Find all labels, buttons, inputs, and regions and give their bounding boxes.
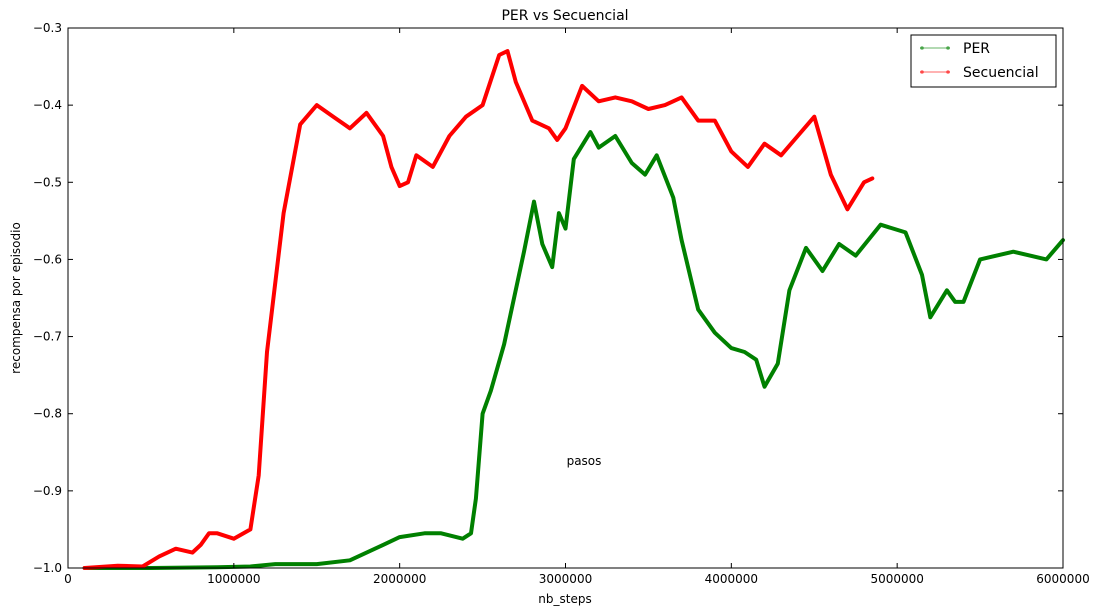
y-tick-label: −0.9 bbox=[33, 484, 62, 498]
y-tick-label: −0.6 bbox=[33, 252, 62, 266]
legend-marker-per-1 bbox=[920, 46, 924, 50]
chart-title: PER vs Secuencial bbox=[501, 8, 628, 24]
ticks-layer: 0 1000000 2000000 3000000 4000000 5000000 6000… bbox=[33, 21, 1090, 586]
x-tick-label: 5000000 bbox=[870, 572, 923, 586]
x-tick-label: 6000000 bbox=[1036, 572, 1089, 586]
legend-marker-secuencial-1 bbox=[920, 70, 924, 74]
x-tick-label: 3000000 bbox=[539, 572, 592, 586]
legend-marker-per-2 bbox=[946, 46, 950, 50]
legend-box bbox=[910, 34, 1057, 88]
legend: PER Secuencial bbox=[910, 34, 1057, 88]
plot-background bbox=[68, 28, 1063, 568]
x-tick-label: 0 bbox=[64, 572, 72, 586]
legend-label-per: PER bbox=[963, 41, 990, 57]
y-tick-label: −0.5 bbox=[33, 175, 62, 189]
x-tick-label: 4000000 bbox=[705, 572, 758, 586]
y-tick-label: −0.8 bbox=[33, 407, 62, 421]
series-layer bbox=[82, 49, 1065, 570]
x-tick-label: 2000000 bbox=[373, 572, 426, 586]
y-axis-label: recompensa por episodio bbox=[9, 222, 23, 374]
x-axis-label: nb_steps bbox=[538, 592, 591, 606]
y-tick-label: −0.7 bbox=[33, 330, 62, 344]
legend-label-secuencial: Secuencial bbox=[963, 65, 1039, 81]
y-tick-label: −1.0 bbox=[33, 561, 62, 575]
y-tick-label: −0.3 bbox=[33, 21, 62, 35]
legend-marker-secuencial-2 bbox=[946, 70, 950, 74]
y-tick-label: −0.4 bbox=[33, 98, 62, 112]
series-line-secuencial bbox=[82, 49, 875, 570]
series-line-per bbox=[82, 130, 1065, 570]
x-tick-label: 1000000 bbox=[207, 572, 260, 586]
annotation-pasos: pasos bbox=[567, 454, 602, 468]
